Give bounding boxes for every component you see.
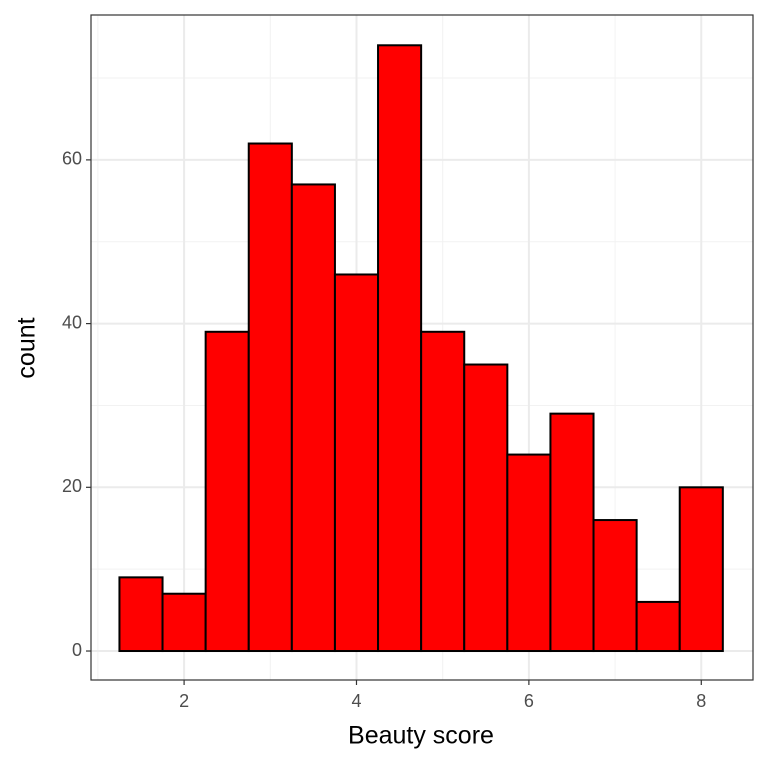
y-tick-label: 60: [62, 149, 82, 169]
bar: [204, 330, 250, 653]
y-tick-label: 20: [62, 476, 82, 496]
bar: [549, 412, 595, 653]
x-tick-label: 6: [524, 691, 534, 711]
bar: [161, 592, 207, 653]
x-tick-label: 4: [351, 691, 361, 711]
y-tick-label: 0: [72, 640, 82, 660]
bar: [420, 330, 466, 653]
bars: [118, 44, 724, 653]
y-axis-title: count: [13, 317, 41, 378]
x-tick-label: 2: [179, 691, 189, 711]
bar: [290, 183, 336, 653]
panel-border: [90, 14, 754, 681]
bar: [247, 142, 293, 653]
y-tick-label: 40: [62, 312, 82, 332]
bar: [118, 576, 164, 653]
bar: [592, 519, 638, 653]
x-axis-title: Beauty score: [348, 722, 494, 750]
x-tick-label: 8: [696, 691, 706, 711]
bar: [463, 363, 509, 653]
bar: [506, 453, 552, 653]
bar: [678, 486, 724, 653]
bar: [377, 44, 423, 653]
bar: [635, 600, 681, 653]
bar: [333, 273, 380, 653]
